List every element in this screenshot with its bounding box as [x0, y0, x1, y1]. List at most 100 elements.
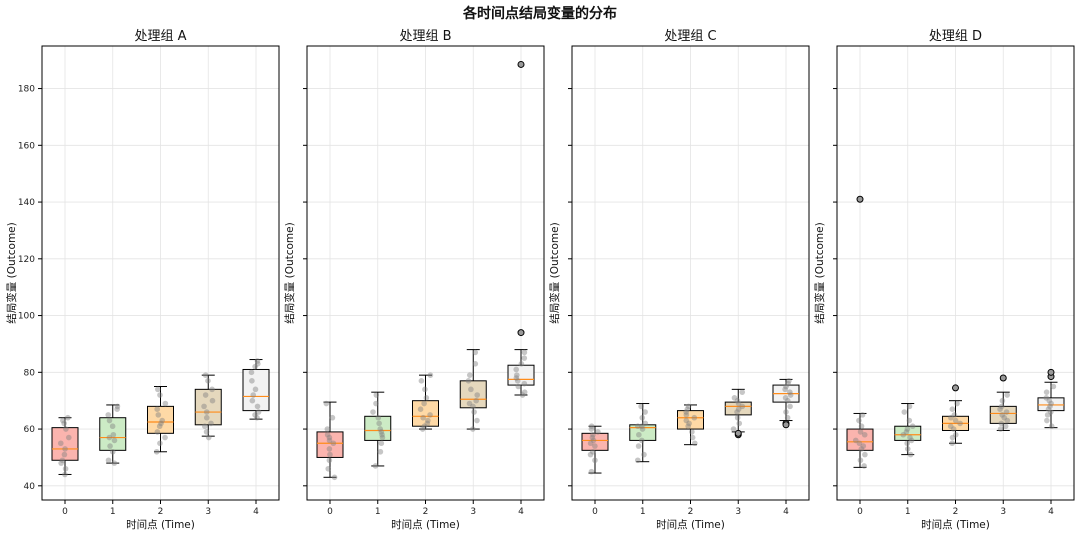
- x-tick-label: 3: [735, 507, 741, 517]
- data-point: [521, 389, 528, 395]
- box-group-time-1: [364, 391, 392, 469]
- data-point: [783, 409, 789, 415]
- data-point: [62, 446, 68, 452]
- data-point: [203, 414, 210, 421]
- data-point: [590, 437, 597, 444]
- data-point: [635, 443, 642, 449]
- box-group-time-0: [846, 195, 874, 469]
- data-point: [952, 431, 959, 438]
- data-point: [642, 409, 648, 415]
- data-point: [62, 471, 68, 478]
- data-point: [589, 448, 596, 455]
- data-point: [425, 417, 431, 424]
- x-tick-label: 3: [205, 507, 211, 517]
- data-point: [323, 400, 330, 407]
- data-point: [159, 417, 166, 424]
- x-tick-label: 0: [327, 507, 333, 517]
- data-point: [154, 429, 161, 435]
- box: [507, 364, 535, 386]
- data-point: [949, 406, 956, 413]
- panel-4: 0 1 2 3 4 处理组 D 时间点 (Time) 结局变量 (Outcome): [813, 29, 1075, 531]
- data-point: [1043, 395, 1050, 401]
- data-point: [683, 417, 690, 424]
- data-point: [114, 406, 120, 413]
- data-point: [731, 395, 738, 401]
- box: [194, 388, 222, 426]
- data-point: [783, 383, 789, 390]
- data-point: [377, 426, 384, 432]
- data-point: [1048, 409, 1054, 415]
- box: [242, 368, 270, 412]
- data-point: [686, 420, 692, 427]
- data-point: [906, 403, 913, 410]
- data-point: [422, 386, 428, 393]
- data-point: [158, 420, 164, 427]
- data-point: [949, 440, 955, 447]
- data-point: [57, 440, 64, 447]
- data-point: [58, 460, 64, 466]
- box-group-time-4: [1037, 368, 1065, 430]
- data-point: [324, 426, 331, 432]
- data-point: [997, 406, 1003, 413]
- data-point: [521, 355, 528, 361]
- panel-title: 处理组 D: [929, 29, 982, 44]
- outlier-point: [782, 421, 790, 429]
- data-point: [909, 423, 916, 430]
- data-point: [326, 437, 333, 444]
- data-point: [521, 380, 528, 387]
- data-point: [468, 386, 474, 393]
- data-point: [1044, 417, 1050, 424]
- data-point: [513, 375, 520, 381]
- x-tick-label: 4: [253, 507, 259, 517]
- data-point: [513, 366, 520, 373]
- data-point: [472, 361, 479, 367]
- panel-3: 0 1 2 3 4 处理组 C 时间点 (Time) 结局变量 (Outcome): [548, 29, 810, 531]
- data-point: [734, 397, 741, 404]
- data-point: [998, 420, 1005, 427]
- data-point: [998, 403, 1005, 410]
- data-point: [203, 409, 210, 415]
- x-axis-label: 时间点 (Time): [921, 518, 990, 531]
- data-point: [329, 414, 336, 421]
- data-point: [254, 414, 260, 421]
- data-point: [999, 412, 1006, 418]
- box-group-time-0: [581, 423, 609, 475]
- data-point: [1004, 417, 1011, 424]
- data-point: [957, 420, 963, 427]
- data-point: [689, 429, 695, 435]
- outlier-point: [952, 384, 959, 392]
- data-point: [373, 400, 379, 407]
- data-point: [906, 417, 913, 424]
- panel-2: 0 1 2 3 4 处理组 B 时间点 (Time) 结局变量 (Outcome): [283, 29, 545, 531]
- data-point: [685, 403, 692, 410]
- data-point: [1002, 423, 1009, 430]
- data-point: [689, 434, 696, 441]
- box: [629, 424, 657, 441]
- data-point: [109, 423, 116, 430]
- data-point: [421, 423, 428, 430]
- data-point: [419, 426, 426, 432]
- data-point: [65, 414, 71, 421]
- data-point: [1045, 406, 1052, 413]
- data-point: [1050, 383, 1057, 390]
- data-point: [466, 400, 473, 407]
- data-point: [514, 378, 521, 384]
- x-tick-label: 0: [592, 507, 598, 517]
- data-point: [420, 414, 426, 421]
- x-tick-label: 2: [953, 507, 959, 517]
- data-point: [734, 414, 741, 421]
- data-point: [954, 400, 960, 407]
- data-point: [856, 417, 862, 424]
- data-point: [587, 451, 594, 458]
- data-point: [65, 434, 72, 441]
- data-point: [157, 440, 163, 447]
- data-point: [786, 378, 792, 384]
- box-group-time-1: [629, 403, 657, 464]
- data-point: [858, 423, 865, 430]
- data-point: [684, 406, 691, 413]
- data-point: [730, 426, 737, 432]
- data-point: [685, 423, 691, 430]
- data-point: [249, 378, 255, 384]
- data-point: [514, 372, 520, 378]
- data-point: [784, 414, 791, 421]
